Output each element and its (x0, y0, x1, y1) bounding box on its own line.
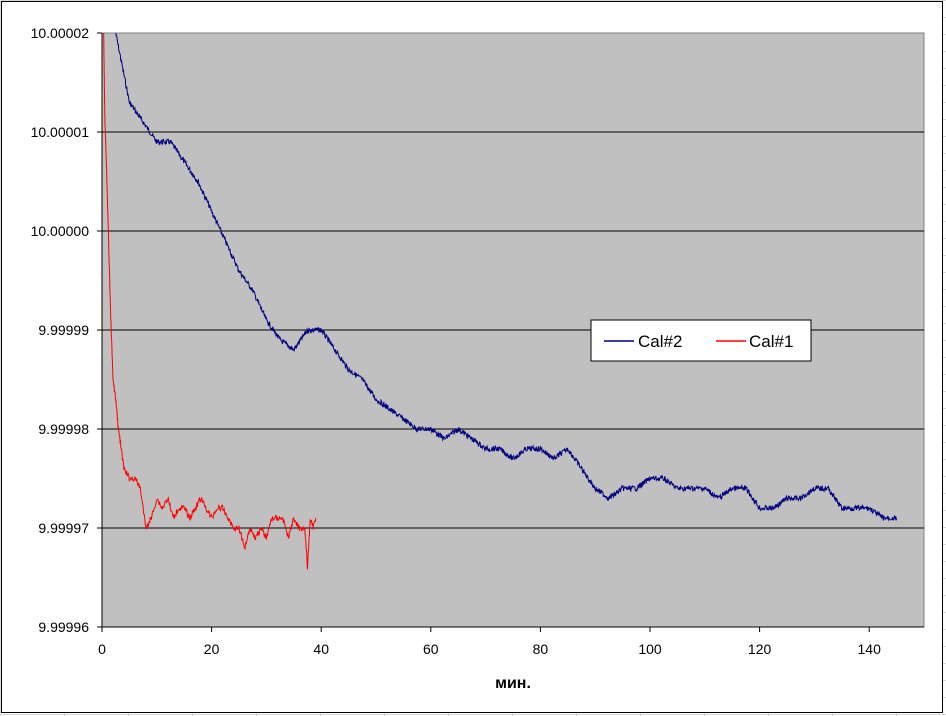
legend[interactable]: Cal#2 Cal#1 (590, 319, 812, 362)
y-tick-label: 10.00000 (31, 223, 90, 239)
y-tick-label: 10.00002 (31, 25, 90, 41)
x-tick-label: 0 (98, 641, 106, 657)
x-tick-label: 120 (748, 641, 772, 657)
x-axis-ticks: 0 20 40 60 80 100 120 140 (98, 627, 881, 657)
x-axis-label: мин. (495, 675, 531, 692)
series-line-cal1[interactable] (103, 30, 317, 570)
legend-label-cal1: Cal#1 (749, 332, 793, 351)
y-tick-label: 9.99998 (38, 421, 89, 437)
legend-label-cal2: Cal#2 (638, 332, 682, 351)
series-lines (103, 30, 898, 570)
x-tick-label: 40 (313, 641, 329, 657)
x-tick-label: 20 (204, 641, 220, 657)
x-tick-label: 80 (533, 641, 549, 657)
y-tick-label: 9.99999 (38, 322, 89, 338)
y-tick-label: 9.99996 (38, 619, 89, 635)
series-line-cal2[interactable] (115, 33, 898, 522)
gridlines (102, 131, 924, 529)
x-tick-label: 140 (858, 641, 882, 657)
y-tick-label: 9.99997 (38, 520, 89, 536)
y-axis-ticks: 10.00002 10.00001 10.00000 9.99999 9.99998 9.… (31, 25, 102, 635)
x-tick-label: 100 (638, 641, 662, 657)
y-tick-label: 10.00001 (31, 124, 90, 140)
x-tick-label: 60 (423, 641, 439, 657)
